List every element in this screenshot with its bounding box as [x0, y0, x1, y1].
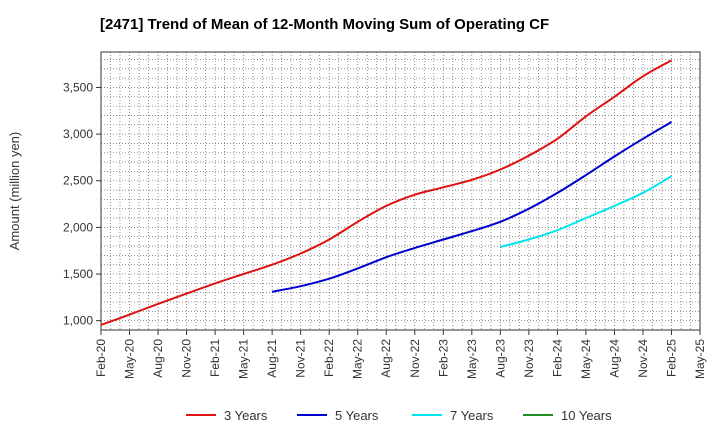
x-tick-label: Feb-25: [664, 339, 678, 377]
x-tick-label: Feb-21: [208, 339, 222, 377]
x-tick-label: Aug-22: [379, 339, 393, 378]
legend-label-7-years: 7 Years: [450, 408, 494, 423]
x-axis-ticks: Feb-20 May-20 Aug-20 Nov-20 Feb-21 May-21 Aug-…: [94, 330, 707, 379]
x-tick-label: Nov-24: [636, 339, 650, 378]
series-lines: [100, 59, 673, 326]
series-line-3-years: [100, 59, 672, 326]
chart-title: [2471] Trend of Mean of 12-Month Moving …: [100, 16, 549, 33]
x-tick-label: Nov-20: [180, 339, 194, 378]
y-tick-label: 2,000: [63, 220, 93, 234]
x-tick-label: Aug-24: [607, 339, 621, 378]
x-tick-label: Feb-23: [436, 339, 450, 377]
y-axis-ticks: 1,000 1,500 2,000 2,500 3,000 3,500: [63, 80, 101, 328]
y-tick-label: 1,500: [63, 267, 93, 281]
x-tick-label: Feb-20: [94, 339, 108, 377]
x-tick-label: May-23: [465, 339, 479, 379]
x-tick-label: Feb-24: [550, 339, 564, 377]
series-line-7-years: [500, 175, 673, 248]
plot-area: [100, 51, 701, 331]
x-tick-label: Nov-23: [522, 339, 536, 378]
x-tick-label: Aug-20: [151, 339, 165, 378]
x-tick-label: May-24: [579, 339, 593, 379]
y-tick-label: 1,000: [63, 314, 93, 328]
grid: [101, 52, 700, 330]
series-line-5-years: [271, 121, 673, 293]
legend-label-3-years: 3 Years: [224, 408, 268, 423]
legend: 3 Years 5 Years 7 Years 10 Years: [186, 408, 612, 423]
x-tick-label: May-20: [123, 339, 137, 379]
y-tick-label: 3,500: [63, 80, 93, 94]
x-tick-label: May-21: [237, 339, 251, 379]
x-tick-label: May-25: [693, 339, 707, 379]
x-tick-label: May-22: [351, 339, 365, 379]
y-tick-label: 3,000: [63, 127, 93, 141]
x-tick-label: Feb-22: [322, 339, 336, 377]
x-tick-label: Aug-21: [265, 339, 279, 378]
legend-label-5-years: 5 Years: [335, 408, 379, 423]
y-tick-label: 2,500: [63, 174, 93, 188]
x-tick-label: Nov-22: [408, 339, 422, 378]
x-tick-label: Nov-21: [294, 339, 308, 378]
legend-label-10-years: 10 Years: [561, 408, 612, 423]
y-axis-label: Amount (million yen): [7, 132, 22, 251]
x-tick-label: Aug-23: [493, 339, 507, 378]
